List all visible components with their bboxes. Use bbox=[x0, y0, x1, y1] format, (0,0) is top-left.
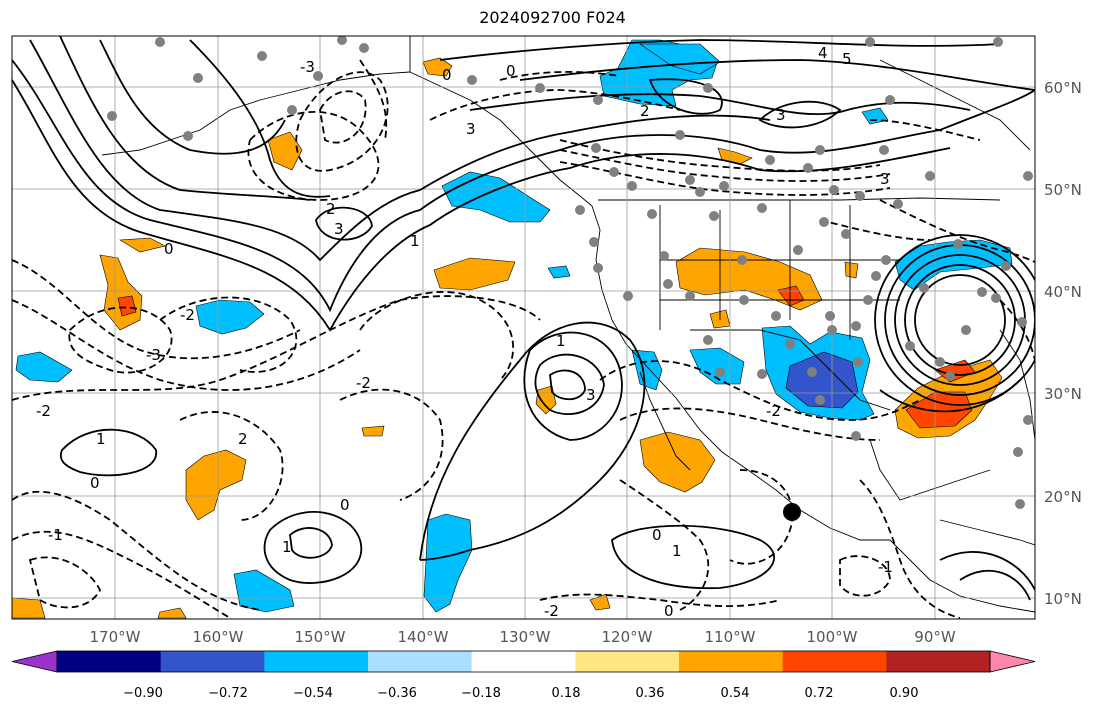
contour-label: 3 bbox=[880, 170, 890, 188]
colorbar bbox=[11, 650, 1036, 673]
contour-label: -2 bbox=[544, 602, 559, 620]
colorbar-tick: 0.18 bbox=[552, 686, 581, 701]
lat-label: 50°N bbox=[1044, 181, 1082, 199]
lon-label: 110°W bbox=[705, 628, 756, 646]
colorbar-tick: −0.72 bbox=[208, 686, 248, 701]
map-frame bbox=[11, 35, 1036, 620]
colorbar-segment bbox=[886, 651, 991, 672]
lat-label: 30°N bbox=[1044, 385, 1082, 403]
contour-label: 0 bbox=[664, 602, 674, 620]
colorbar-extend-low bbox=[11, 650, 58, 673]
colorbar-segment bbox=[782, 651, 887, 672]
lon-label: 120°W bbox=[602, 628, 653, 646]
contour-label: 4 bbox=[818, 44, 828, 62]
contour-label: 2 bbox=[238, 430, 248, 448]
contour-labels: 0 0 0 0 0 0 0 1 1 1 1 1 2 2 2 3 3 3 3 3 … bbox=[36, 44, 893, 620]
colorbar-extend-high bbox=[989, 650, 1036, 673]
colorbar-tick: −0.54 bbox=[293, 686, 333, 701]
lat-label: 10°N bbox=[1044, 590, 1082, 608]
contour-label: 0 bbox=[506, 62, 516, 80]
shaded-fields bbox=[12, 39, 1013, 619]
lon-label: 90°W bbox=[914, 628, 956, 646]
colorbar-segment bbox=[679, 651, 784, 672]
negative-contours bbox=[12, 59, 1035, 619]
colorbar-segment bbox=[160, 651, 265, 672]
lat-label: 60°N bbox=[1044, 79, 1082, 97]
contour-label: 0 bbox=[340, 496, 350, 514]
lon-label: 140°W bbox=[398, 628, 449, 646]
colorbar-segment bbox=[264, 651, 369, 672]
map-panel: 0 0 0 0 0 0 0 1 1 1 1 1 2 2 2 3 3 3 3 3 … bbox=[12, 36, 1035, 620]
contour-label: 0 bbox=[442, 66, 452, 84]
contour-label: 3 bbox=[776, 106, 786, 124]
lon-label: 150°W bbox=[295, 628, 346, 646]
contour-label: -1 bbox=[48, 526, 63, 544]
contour-label: 0 bbox=[164, 240, 174, 258]
colorbar-segment bbox=[368, 651, 473, 672]
contour-label: -3 bbox=[300, 58, 315, 76]
map-title: 2024092700 F024 bbox=[479, 8, 626, 27]
colorbar-ticks: −0.90 −0.72 −0.54 −0.36 −0.18 0.18 0.36 … bbox=[123, 686, 918, 701]
contour-label: -2 bbox=[766, 402, 781, 420]
contour-label: 3 bbox=[586, 386, 596, 404]
lon-label: 160°W bbox=[193, 628, 244, 646]
gridlines bbox=[12, 36, 1035, 619]
colorbar-tick: 0.90 bbox=[890, 686, 919, 701]
contour-label: 1 bbox=[410, 232, 420, 250]
lon-label: 100°W bbox=[807, 628, 858, 646]
positive-contours bbox=[12, 36, 1035, 601]
colorbar-segment bbox=[575, 651, 680, 672]
colorbar-tick: 0.54 bbox=[721, 686, 750, 701]
contour-label: -1 bbox=[878, 558, 893, 576]
contour-label: 1 bbox=[672, 542, 682, 560]
contour-label: 5 bbox=[842, 50, 852, 68]
latitude-labels: 60°N 50°N 40°N 30°N 20°N 10°N bbox=[1044, 79, 1082, 608]
contour-label: -3 bbox=[146, 346, 161, 364]
contour-label: 1 bbox=[556, 332, 566, 350]
colorbar-segment bbox=[57, 651, 162, 672]
contour-label: 3 bbox=[334, 220, 344, 238]
lat-label: 20°N bbox=[1044, 488, 1082, 506]
colorbar-frame bbox=[56, 650, 991, 673]
lon-label: 170°W bbox=[90, 628, 141, 646]
colorbar-tick: −0.90 bbox=[123, 686, 163, 701]
contour-label: 2 bbox=[640, 102, 650, 120]
lon-label: 130°W bbox=[500, 628, 551, 646]
colorbar-tick: 0.36 bbox=[636, 686, 665, 701]
lat-label: 40°N bbox=[1044, 283, 1082, 301]
longitude-labels: 170°W 160°W 150°W 140°W 130°W 120°W 110°… bbox=[90, 628, 956, 646]
contour-label: -2 bbox=[180, 306, 195, 324]
contour-label: 0 bbox=[652, 526, 662, 544]
colorbar-segment bbox=[471, 651, 576, 672]
contour-label: 1 bbox=[96, 430, 106, 448]
contour-label: -2 bbox=[356, 374, 371, 392]
contour-label: 1 bbox=[282, 538, 292, 556]
colorbar-tick: −0.18 bbox=[461, 686, 501, 701]
colorbar-tick: 0.72 bbox=[805, 686, 834, 701]
station-markers bbox=[107, 36, 1033, 509]
highlight-marker bbox=[783, 503, 801, 521]
colorbar-tick: −0.36 bbox=[377, 686, 417, 701]
contour-label: 0 bbox=[90, 474, 100, 492]
contour-label: -2 bbox=[36, 402, 51, 420]
contour-label: 2 bbox=[326, 200, 336, 218]
contour-label: 3 bbox=[466, 120, 476, 138]
